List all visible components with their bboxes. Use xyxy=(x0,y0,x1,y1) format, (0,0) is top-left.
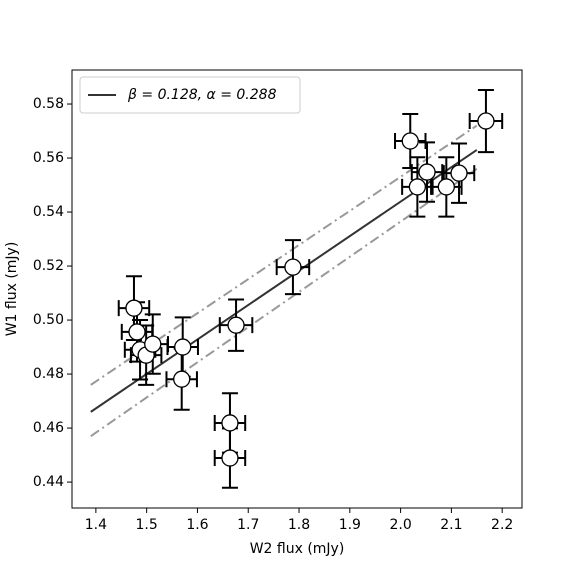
point xyxy=(408,178,427,196)
y-tick-label: 0.52 xyxy=(33,258,64,274)
x-tick-label: 1.4 xyxy=(85,517,107,533)
point xyxy=(418,163,436,181)
point xyxy=(221,449,239,467)
point xyxy=(128,323,146,341)
point xyxy=(125,299,143,317)
x-tick-label: 1.6 xyxy=(186,517,208,533)
y-tick-label: 0.46 xyxy=(33,420,64,436)
x-tick-label: 2.1 xyxy=(440,517,462,533)
point xyxy=(221,414,239,432)
point xyxy=(401,132,419,150)
y-tick-label: 0.48 xyxy=(33,366,64,382)
x-tick-label: 1.8 xyxy=(288,517,310,533)
y-tick-label: 0.54 xyxy=(33,204,64,220)
point xyxy=(144,335,162,353)
x-tick-label: 1.7 xyxy=(237,517,259,533)
legend-box xyxy=(79,76,301,114)
y-tick-label: 0.50 xyxy=(33,312,64,328)
x-tick-label: 2.0 xyxy=(389,517,411,533)
point xyxy=(284,258,302,276)
point xyxy=(173,370,191,388)
y-tick-label: 0.44 xyxy=(33,474,64,490)
point xyxy=(227,316,245,334)
y-tick-label: 0.58 xyxy=(33,96,64,112)
fit-line xyxy=(90,168,478,437)
legend-label: β = 0.128, α = 0.288 xyxy=(127,87,277,103)
point xyxy=(477,112,495,130)
x-axis-label: W2 flux (mJy) xyxy=(250,541,345,557)
point xyxy=(174,338,192,356)
point xyxy=(437,178,455,196)
y-tick-label: 0.56 xyxy=(33,150,64,166)
plot-frame xyxy=(71,69,523,509)
point xyxy=(450,164,468,182)
x-tick-label: 1.9 xyxy=(339,517,361,533)
x-tick-label: 2.2 xyxy=(491,517,513,533)
x-tick-label: 1.5 xyxy=(136,517,158,533)
y-axis-label: W1 flux (mJy) xyxy=(4,242,20,337)
